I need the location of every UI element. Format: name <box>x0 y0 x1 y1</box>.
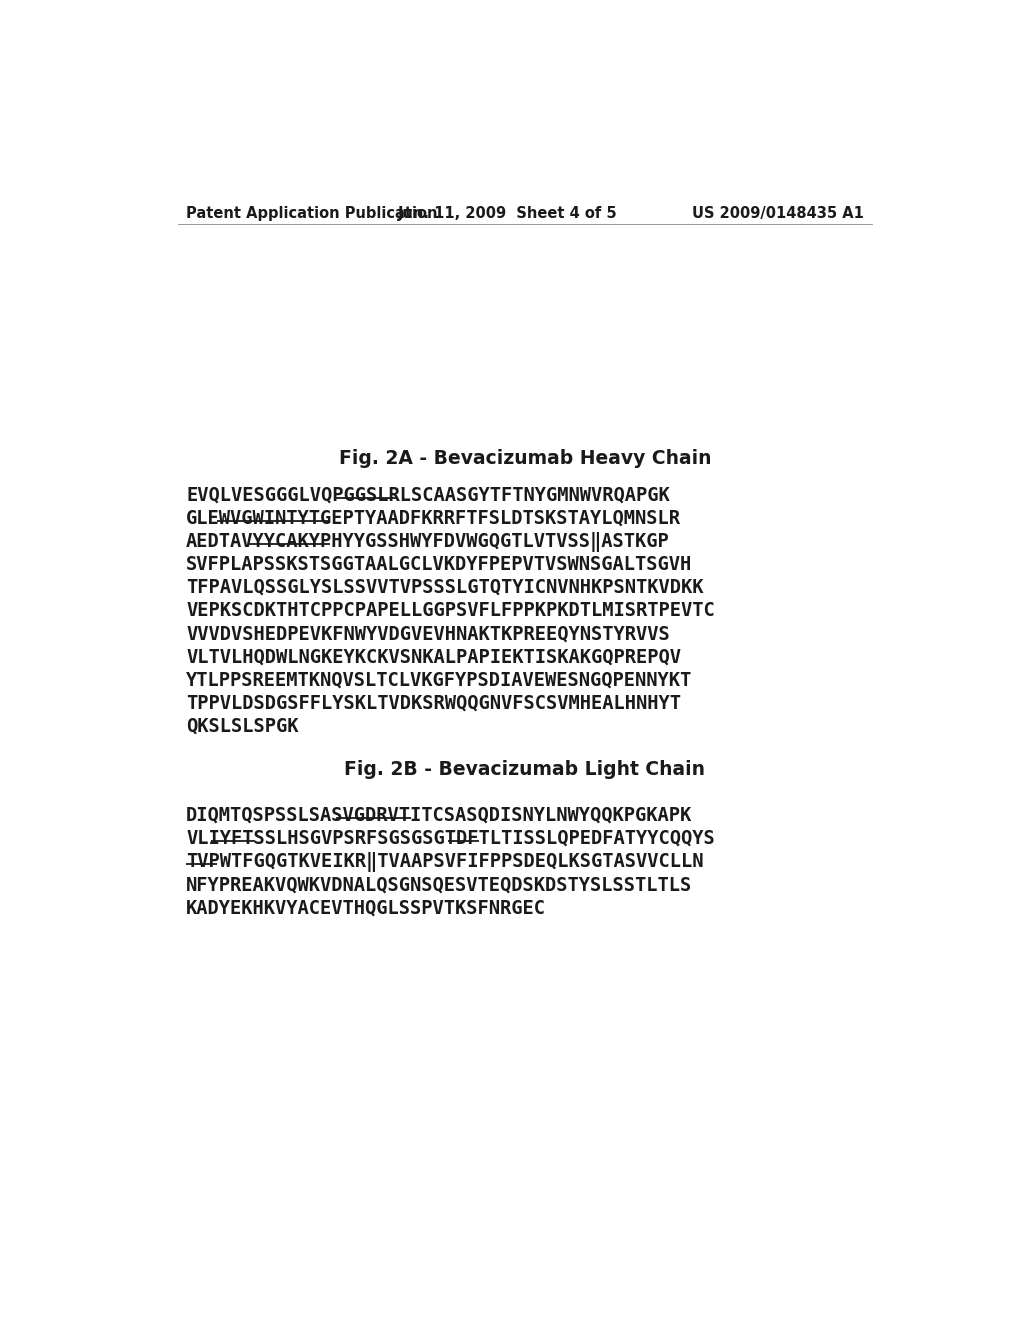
Text: Patent Application Publication: Patent Application Publication <box>186 206 437 222</box>
Text: VVVDVSHEDPEVKFNWYVDGVEVHNAKTKPREEQYNSTYRVVS: VVVDVSHEDPEVKFNWYVDGVEVHNAKTKPREEQYNSTYR… <box>186 624 670 643</box>
Text: Fig. 2A - Bevacizumab Heavy Chain: Fig. 2A - Bevacizumab Heavy Chain <box>339 449 711 469</box>
Text: Fig. 2B - Bevacizumab Light Chain: Fig. 2B - Bevacizumab Light Chain <box>344 759 706 779</box>
Text: VLIYFTSSLHSGVPSRFSGSGSGTDFTLTISSLQPEDFATYYCQQYS: VLIYFTSSLHSGVPSRFSGSGSGTDFTLTISSLQPEDFAT… <box>186 829 715 847</box>
Text: TFPAVLQSSGLYSLSSVVTVPSSSLGTQTYICNVNHKPSNTKVDKK: TFPAVLQSSGLYSLSSVVTVPSSSLGTQTYICNVNHKPSN… <box>186 578 703 597</box>
Text: TVPWTFGQGTKVEIKR‖TVAAPSVFIFPPSDEQLKSGTASVVCLLN: TVPWTFGQGTKVEIKR‖TVAAPSVFIFPPSDEQLKSGTAS… <box>186 853 703 873</box>
Text: KADYEKHKVYACEVTHQGLSSPVTKSFNRGEC: KADYEKHKVYACEVTHQGLSSPVTKSFNRGEC <box>186 899 546 917</box>
Text: VLTVLHQDWLNGKEYKCKVSNKALPAPIEKTISKAKGQPREPQV: VLTVLHQDWLNGKEYKCKVSNKALPAPIEKTISKAKGQPR… <box>186 647 681 667</box>
Text: SVFPLAPSSKSTSGGTAALGCLVKDYFPEPVTVSWNSGALTSGVH: SVFPLAPSSKSTSGGTAALGCLVKDYFPEPVTVSWNSGAL… <box>186 554 692 574</box>
Text: Jun. 11, 2009  Sheet 4 of 5: Jun. 11, 2009 Sheet 4 of 5 <box>398 206 617 222</box>
Text: US 2009/0148435 A1: US 2009/0148435 A1 <box>692 206 864 222</box>
Text: TPPVLDSDGSFFLYSKLTVDKSRWQQGNVFSCSVMHEALHNHYT: TPPVLDSDGSFFLYSKLTVDKSRWQQGNVFSCSVMHEALH… <box>186 693 681 713</box>
Text: EVQLVESGGGLVQPGGSLRLSCAASGYTFTNYGMNWVRQAPGK: EVQLVESGGGLVQPGGSLRLSCAASGYTFTNYGMNWVRQA… <box>186 486 670 504</box>
Text: GLEWVGWINTYTGEPTYAADFKRRFTFSLDTSKSTAYLQMNSLR: GLEWVGWINTYTGEPTYAADFKRRFTFSLDTSKSTAYLQM… <box>186 508 681 528</box>
Text: DIQMTQSPSSLSASVGDRVTITCSASQDISNYLNWYQQKPGKAPK: DIQMTQSPSSLSASVGDRVTITCSASQDISNYLNWYQQKP… <box>186 807 692 825</box>
Text: QKSLSLSPGK: QKSLSLSPGK <box>186 717 299 735</box>
Text: AEDTAVYYCAKYPHYYGSSHWYFDVWGQGTLVTVSS‖ASTKGP: AEDTAVYYCAKYPHYYGSSHWYFDVWGQGTLVTVSS‖AST… <box>186 532 670 552</box>
Text: VEPKSCDKTHTCPPCPAPELLGGPSVFLFPPKPKDTLMISRTPEVTC: VEPKSCDKTHTCPPCPAPELLGGPSVFLFPPKPKDTLMIS… <box>186 601 715 620</box>
Text: YTLPPSREEMTKNQVSLTCLVKGFYPSDIAVEWESNGQPENNYKT: YTLPPSREEMTKNQVSLTCLVKGFYPSDIAVEWESNGQPE… <box>186 671 692 689</box>
Text: NFYPREAKVQWKVDNALQSGNSQESVTEQDSKDSTYSLSSTLTLS: NFYPREAKVQWKVDNALQSGNSQESVTEQDSKDSTYSLSS… <box>186 875 692 894</box>
